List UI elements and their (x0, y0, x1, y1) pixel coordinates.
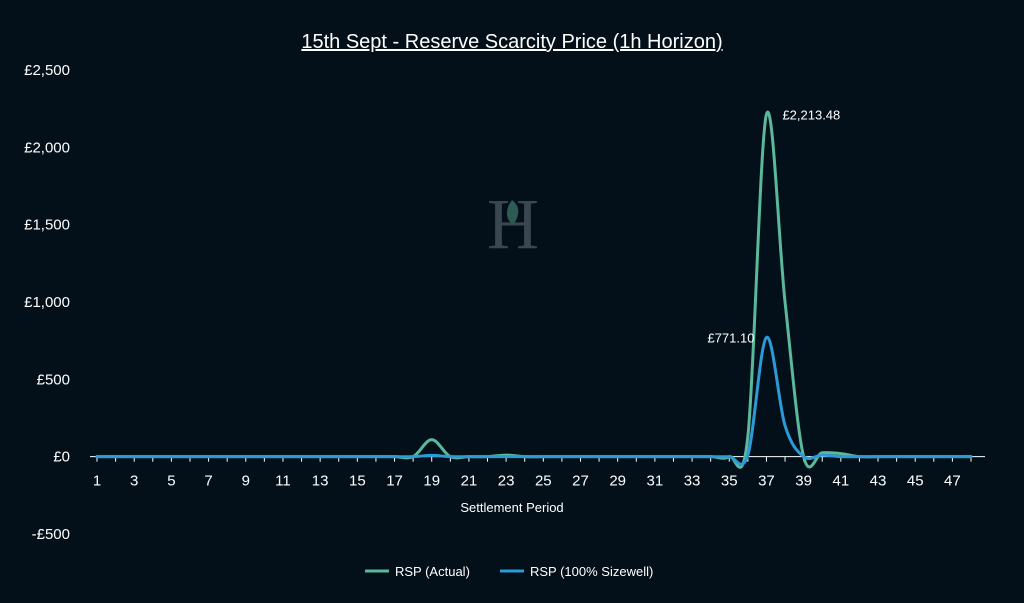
x-tick-label: 29 (609, 473, 626, 490)
x-tick-label: 33 (684, 473, 701, 490)
x-tick-label: 47 (944, 473, 961, 490)
x-axis-title: Settlement Period (460, 500, 563, 515)
x-tick-label: 19 (423, 473, 440, 490)
legend-item: RSP (Actual) (365, 564, 470, 579)
legend-label: RSP (100% Sizewell) (530, 564, 653, 579)
y-tick-label: £500 (37, 371, 70, 388)
x-tick-label: 43 (870, 473, 887, 490)
x-tick-label: 7 (204, 473, 212, 490)
watermark-logo: H (487, 184, 539, 264)
x-tick-label: 11 (275, 473, 291, 490)
data-label: £771.10 (707, 330, 754, 345)
x-tick-label: 41 (832, 473, 849, 490)
x-tick-label: 25 (535, 473, 552, 490)
x-tick-label: 23 (498, 473, 515, 490)
series-line-1 (95, 335, 973, 466)
x-tick-label: 5 (167, 473, 175, 490)
x-tick-label: 9 (242, 473, 250, 490)
x-axis: 1 3 5 7 9 11 13 15 17 19 21 23 25 27 29 31 33 35 37 39 41 43 4… (90, 456, 985, 490)
x-tick-label: 13 (312, 473, 329, 490)
x-tick-label: 37 (758, 473, 775, 490)
chart-title: 15th Sept - Reserve Scarcity Price (1h H… (301, 31, 722, 53)
x-tick-label: 31 (647, 473, 664, 490)
series-line-0 (95, 110, 973, 469)
data-labels: £2,213.48 £771.10 (707, 107, 840, 345)
y-tick-label: £1,500 (24, 217, 70, 234)
x-tick-label: 21 (461, 473, 478, 490)
x-tick-label: 45 (907, 473, 924, 490)
y-tick-label: £2,000 (24, 139, 70, 156)
y-tick-label: £2,500 (24, 62, 70, 79)
y-axis: -£500 £0 £500 £1,000 £1,500 £2,000 £2,500 (24, 62, 70, 543)
x-tick-label: 15 (349, 473, 366, 490)
y-tick-label: £1,000 (24, 294, 70, 311)
x-tick-label: 3 (130, 473, 138, 490)
series-layer (95, 110, 973, 469)
x-tick-label: 27 (572, 473, 589, 490)
x-tick-label: 39 (795, 473, 812, 490)
x-tick-label: 17 (386, 473, 403, 490)
legend: RSP (Actual) RSP (100% Sizewell) (365, 564, 653, 579)
y-tick-label: -£500 (32, 526, 70, 543)
svg-text:H: H (487, 184, 539, 264)
y-tick-label: £0 (53, 449, 70, 466)
legend-item: RSP (100% Sizewell) (500, 564, 653, 579)
data-label: £2,213.48 (782, 107, 840, 122)
x-tick-label: 1 (93, 473, 101, 490)
legend-label: RSP (Actual) (395, 564, 470, 579)
x-tick-label: 35 (721, 473, 738, 490)
